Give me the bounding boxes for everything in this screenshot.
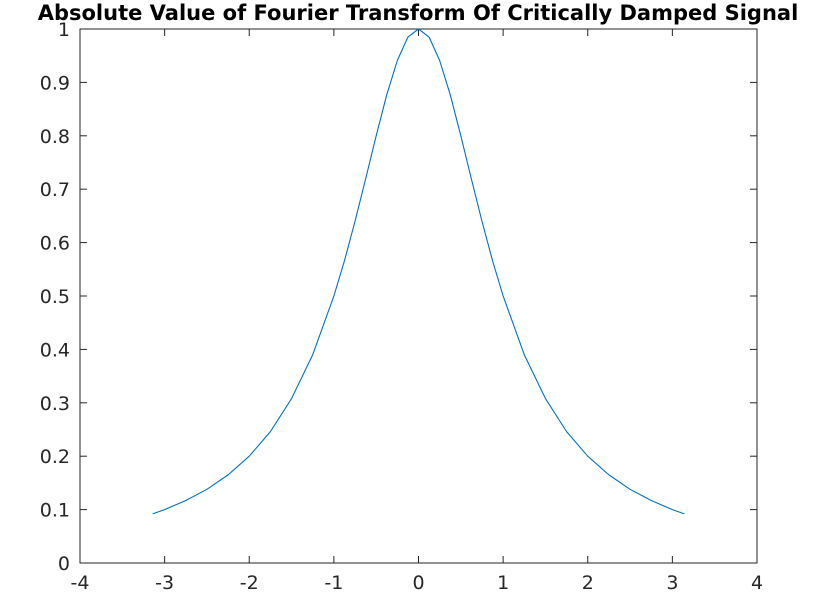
y-tick-label: 0.3 (40, 393, 70, 415)
x-tick-label: 1 (497, 572, 509, 594)
y-tick-label: 0.5 (40, 286, 70, 308)
ticks (79, 28, 758, 564)
series-layer (152, 28, 685, 515)
y-tick-label: 0.2 (40, 446, 70, 468)
chart-title: Absolute Value of Fourier Transform Of C… (37, 1, 799, 25)
y-tick-label: 0.9 (40, 72, 70, 94)
x-tick-label: 4 (751, 572, 763, 594)
x-tick-label: 0 (412, 572, 424, 594)
y-tick-label: 0.7 (40, 179, 70, 201)
y-tick-label: 0.6 (40, 233, 70, 255)
series-line (152, 28, 685, 515)
axes-frame (79, 28, 758, 564)
y-tick-label: 0 (58, 553, 70, 575)
x-tick-label: 2 (582, 572, 594, 594)
axes-box (79, 28, 758, 564)
x-tick-label: -2 (240, 572, 259, 594)
y-tick-label: 0.1 (40, 500, 70, 522)
y-tick-label: 1 (58, 19, 70, 41)
y-tick-label: 0.4 (40, 339, 70, 361)
x-tick-label: -3 (155, 572, 174, 594)
tick-labels: -4 -3 -2 -1 0 1 2 3 4 0 0.1 0.2 0.3 0.4 0.5 0.6 0.7 0.8 0.… (40, 19, 763, 594)
x-tick-label: 3 (666, 572, 678, 594)
y-tick-label: 0.8 (40, 126, 70, 148)
x-tick-label: -1 (324, 572, 343, 594)
x-tick-label: -4 (71, 572, 90, 594)
